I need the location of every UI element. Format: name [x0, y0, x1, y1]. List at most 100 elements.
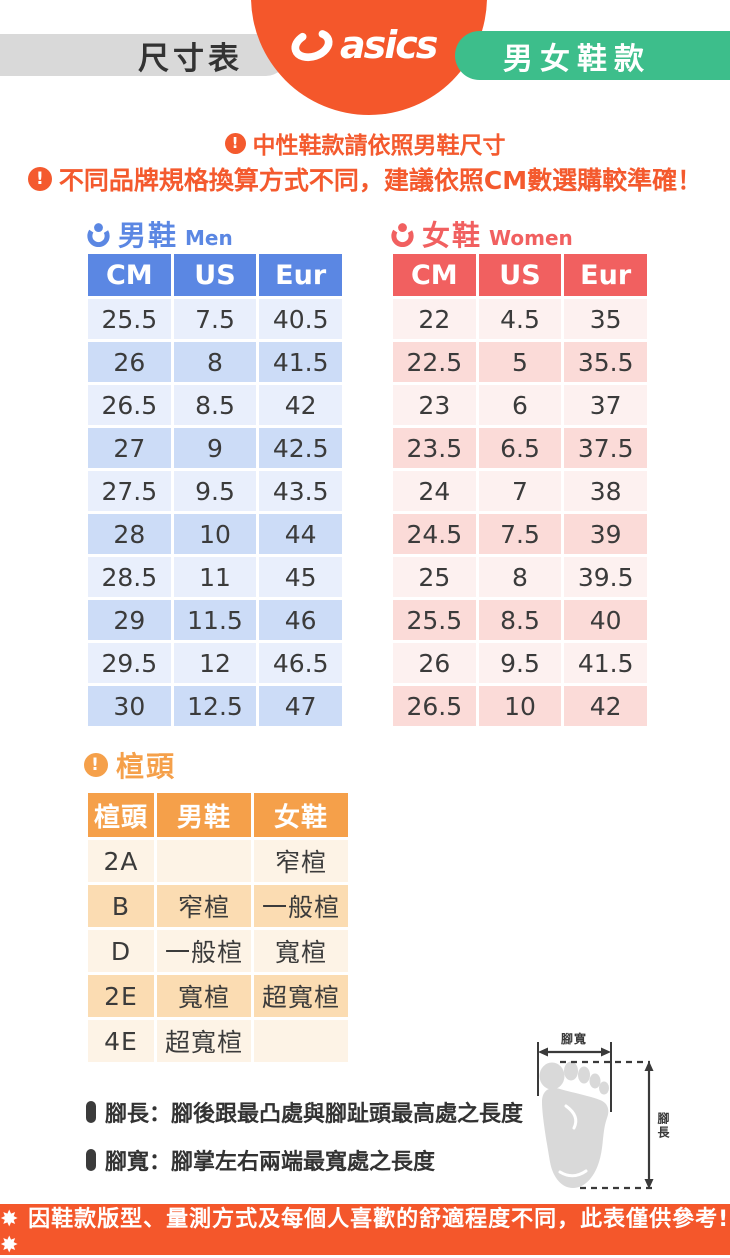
table-cell: 22.5 [393, 342, 476, 382]
table-cell: 寬楦 [157, 975, 251, 1017]
table-cell: 47 [259, 686, 342, 726]
brand-wordmark: asics [340, 23, 438, 67]
table-row: 26 9.5 41.5 [393, 643, 647, 683]
table-cell: 25.5 [393, 600, 476, 640]
category-label: 男女鞋款 [503, 41, 651, 77]
bullet-capsule-icon [86, 1101, 96, 1123]
table-row: 22.5 5 35.5 [393, 342, 647, 382]
table-cell: 6 [478, 385, 562, 425]
table-cell: 28.5 [88, 557, 171, 597]
table-cell: 23 [393, 385, 476, 425]
table-cell: 一般楦 [157, 930, 251, 972]
foot-silhouette-icon [537, 1042, 654, 1190]
note-text: 腳長：腳後跟最凸處與腳趾頭最高處之長度 [105, 1102, 524, 1127]
table-row: 28.5 11 45 [88, 557, 342, 597]
table-cell: 41.5 [259, 342, 342, 382]
table-cell: 12 [173, 643, 257, 683]
table-cell: 2A [88, 840, 154, 882]
table-row: 23 6 37 [393, 385, 647, 425]
table-header-row: 楦頭 男鞋 女鞋 [88, 793, 348, 837]
table-cell: B [88, 885, 154, 927]
table-cell: 寬楦 [254, 930, 348, 972]
asics-spiral-icon [288, 23, 336, 67]
table-cell: 42 [564, 686, 647, 726]
table-row: 2E 寬楦 超寬楦 [88, 975, 348, 1017]
table-row: 30 12.5 47 [88, 686, 342, 726]
table-row: 28 10 44 [88, 514, 342, 554]
width-table: 楦頭 男鞋 女鞋 2A 窄楦 B 窄楦 一般楦 D 一般楦 寬楦 2E 寬楦 超寬楦 4E 超寬楦 [85, 790, 351, 1065]
asics-logo: asics [288, 20, 448, 70]
column-header: 女鞋 [254, 793, 348, 837]
women-size-table: CM US Eur 22 4.5 35 22.5 5 35.5 23 6 37 23.5 6.5 37.5… [390, 251, 650, 729]
exclamation-icon: ! [84, 753, 108, 777]
table-row: D 一般楦 寬楦 [88, 930, 348, 972]
column-header: US [478, 254, 562, 296]
table-row: 23.5 6.5 37.5 [393, 428, 647, 468]
table-cell: 37 [564, 385, 647, 425]
table-cell: 10 [478, 686, 562, 726]
table-row: 29.5 12 46.5 [88, 643, 342, 683]
notice-brand-difference: ! 不同品牌規格換算方式不同，建議依照CM數選購較準確！ [0, 161, 730, 197]
column-header: US [173, 254, 257, 296]
table-cell: 2E [88, 975, 154, 1017]
table-row: 22 4.5 35 [393, 299, 647, 339]
women-title-zh: 女鞋 [422, 219, 483, 252]
table-header-row: CM US Eur [393, 254, 647, 296]
column-header: CM [88, 254, 171, 296]
table-cell: 26.5 [393, 686, 476, 726]
table-row: 24.5 7.5 39 [393, 514, 647, 554]
table-row: 25 8 39.5 [393, 557, 647, 597]
foot-length-label: 腳長 [656, 1112, 670, 1140]
page-title: 尺寸表 [138, 40, 243, 77]
table-cell: 4.5 [478, 299, 562, 339]
table-cell: 7 [478, 471, 562, 511]
table-cell: 7.5 [173, 299, 257, 339]
table-cell: 23.5 [393, 428, 476, 468]
table-cell: 22 [393, 299, 476, 339]
table-row: B 窄楦 一般楦 [88, 885, 348, 927]
table-cell: 8 [173, 342, 257, 382]
table-cell: 42 [259, 385, 342, 425]
table-cell: 28 [88, 514, 171, 554]
table-cell: 25 [393, 557, 476, 597]
table-cell: 45 [259, 557, 342, 597]
table-cell: 25.5 [88, 299, 171, 339]
column-header: 男鞋 [157, 793, 251, 837]
footer-text: ✸ 因鞋款版型、量測方式及每個人喜歡的舒適程度不同，此表僅供參考!✸ [0, 1207, 730, 1258]
men-title-zh: 男鞋 [118, 219, 179, 252]
bullet-capsule-icon [86, 1149, 96, 1171]
table-cell: 窄楦 [254, 840, 348, 882]
table-row: 27 9 42.5 [88, 428, 342, 468]
table-cell: 8.5 [478, 600, 562, 640]
table-cell: 39 [564, 514, 647, 554]
table-cell: 40.5 [259, 299, 342, 339]
table-cell: 6.5 [478, 428, 562, 468]
table-cell: 37.5 [564, 428, 647, 468]
footer-disclaimer-banner: ✸ 因鞋款版型、量測方式及每個人喜歡的舒適程度不同，此表僅供參考!✸ [0, 1204, 730, 1258]
exclamation-icon: ! [27, 167, 52, 191]
note-text: 腳寬：腳掌左右兩端最寬處之長度 [105, 1150, 436, 1175]
table-cell: 12.5 [173, 686, 257, 726]
men-title-en: Men [185, 226, 233, 250]
foot-measurement-diagram: 腳寬 腳長 [522, 1028, 672, 1198]
notice-text: 中性鞋款請依照男鞋尺寸 [252, 133, 506, 159]
men-size-table: CM US Eur 25.5 7.5 40.5 26 8 41.5 26.5 8.5 42 27 9 42… [85, 251, 345, 729]
table-cell: 9 [173, 428, 257, 468]
table-cell: 5 [478, 342, 562, 382]
column-header: 楦頭 [88, 793, 154, 837]
table-cell: 29 [88, 600, 171, 640]
table-cell: 8.5 [173, 385, 257, 425]
table-cell: 超寬楦 [157, 1020, 251, 1062]
table-cell: 35 [564, 299, 647, 339]
man-person-icon [86, 222, 111, 247]
table-cell: D [88, 930, 154, 972]
table-cell: 42.5 [259, 428, 342, 468]
table-cell: 26.5 [88, 385, 171, 425]
column-header: CM [393, 254, 476, 296]
notice-text: 不同品牌規格換算方式不同，建議依照CM數選購較準確！ [58, 166, 703, 195]
table-cell: 一般楦 [254, 885, 348, 927]
table-cell: 10 [173, 514, 257, 554]
table-cell: 9.5 [478, 643, 562, 683]
table-cell: 11 [173, 557, 257, 597]
table-row: 4E 超寬楦 [88, 1020, 348, 1062]
